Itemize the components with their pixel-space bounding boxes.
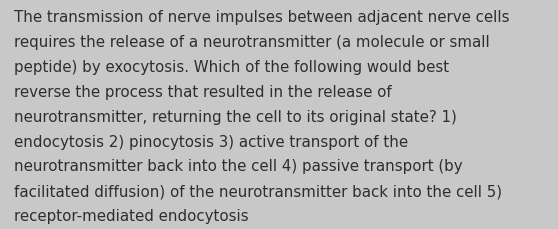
Text: facilitated diffusion) of the neurotransmitter back into the cell 5): facilitated diffusion) of the neurotrans…	[14, 183, 502, 198]
Text: neurotransmitter back into the cell 4) passive transport (by: neurotransmitter back into the cell 4) p…	[14, 159, 463, 174]
Text: endocytosis 2) pinocytosis 3) active transport of the: endocytosis 2) pinocytosis 3) active tra…	[14, 134, 408, 149]
Text: peptide) by exocytosis. Which of the following would best: peptide) by exocytosis. Which of the fol…	[14, 60, 449, 75]
Text: requires the release of a neurotransmitter (a molecule or small: requires the release of a neurotransmitt…	[14, 35, 490, 50]
Text: receptor-mediated endocytosis: receptor-mediated endocytosis	[14, 208, 248, 223]
Text: The transmission of nerve impulses between adjacent nerve cells: The transmission of nerve impulses betwe…	[14, 10, 509, 25]
Text: reverse the process that resulted in the release of: reverse the process that resulted in the…	[14, 85, 392, 99]
Text: neurotransmitter, returning the cell to its original state? 1): neurotransmitter, returning the cell to …	[14, 109, 457, 124]
